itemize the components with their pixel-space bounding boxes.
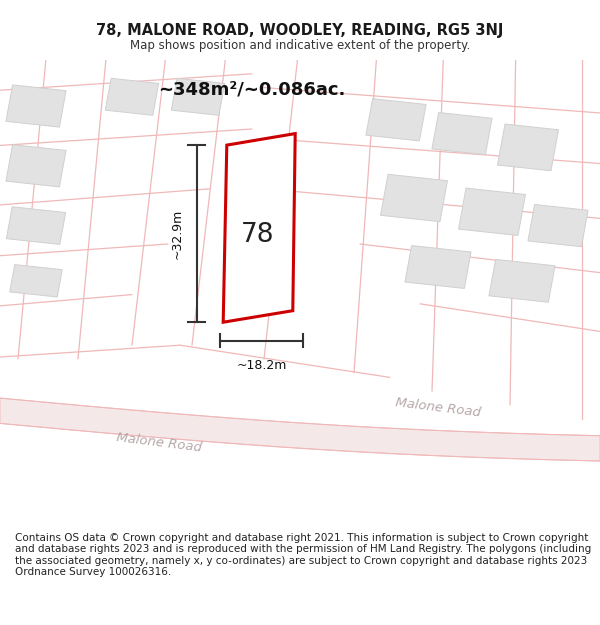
- Text: ~18.2m: ~18.2m: [236, 359, 287, 372]
- Text: ~348m²/~0.086ac.: ~348m²/~0.086ac.: [158, 81, 346, 99]
- Polygon shape: [528, 204, 588, 247]
- Text: 78, MALONE ROAD, WOODLEY, READING, RG5 3NJ: 78, MALONE ROAD, WOODLEY, READING, RG5 3…: [97, 22, 503, 38]
- Polygon shape: [489, 259, 555, 302]
- Polygon shape: [458, 188, 526, 236]
- Polygon shape: [432, 112, 492, 155]
- Polygon shape: [405, 246, 471, 288]
- Text: Map shows position and indicative extent of the property.: Map shows position and indicative extent…: [130, 39, 470, 51]
- Polygon shape: [380, 174, 448, 222]
- Polygon shape: [497, 124, 559, 171]
- Polygon shape: [0, 398, 600, 461]
- Text: Contains OS data © Crown copyright and database right 2021. This information is : Contains OS data © Crown copyright and d…: [15, 532, 591, 578]
- Polygon shape: [7, 207, 65, 244]
- Polygon shape: [10, 264, 62, 297]
- Polygon shape: [6, 85, 66, 127]
- Polygon shape: [106, 78, 158, 115]
- Text: Malone Road: Malone Road: [395, 396, 481, 419]
- Text: 78: 78: [241, 222, 275, 248]
- Polygon shape: [6, 145, 66, 187]
- Text: ~32.9m: ~32.9m: [170, 209, 184, 259]
- Text: Malone Road: Malone Road: [116, 431, 202, 454]
- Polygon shape: [172, 78, 224, 115]
- Polygon shape: [223, 134, 295, 322]
- Polygon shape: [366, 99, 426, 141]
